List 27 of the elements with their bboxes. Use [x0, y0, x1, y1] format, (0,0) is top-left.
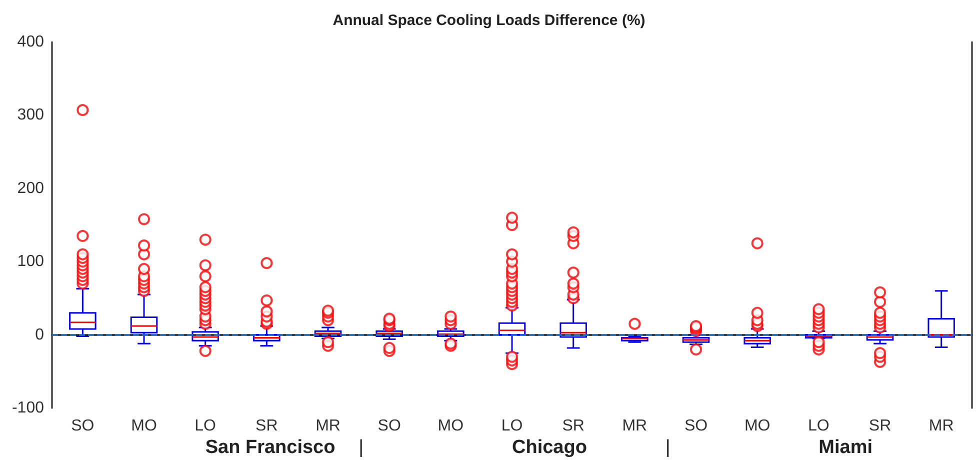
- x-tick-label: LO: [194, 418, 216, 434]
- x-tick-label: MO: [744, 418, 770, 434]
- x-tick-label: SR: [256, 418, 278, 434]
- x-tick-label: SO: [71, 418, 94, 434]
- y-tick-label: 0: [35, 326, 44, 344]
- text: |: [358, 437, 364, 458]
- y-tick-label: 200: [17, 180, 44, 197]
- y-tick-label: 400: [17, 34, 44, 50]
- x-tick-label: LO: [808, 418, 830, 434]
- x-tick-label: MR: [928, 418, 954, 434]
- x-tick-label: MR: [622, 418, 648, 434]
- x-tick-label: SO: [378, 418, 401, 434]
- x-tick-label: MO: [438, 418, 464, 434]
- y-tick-label: 100: [17, 253, 44, 270]
- y-tick-label: 300: [17, 106, 44, 124]
- x-tick-label: SO: [684, 418, 708, 434]
- x-tick-label: LO: [501, 418, 523, 434]
- text: Chicago: [512, 437, 587, 458]
- text: San Francisco: [205, 437, 336, 458]
- text: |: [665, 437, 670, 458]
- text: Miami: [818, 437, 873, 458]
- chart-title: Annual Space Cooling Loads Difference (%): [332, 12, 646, 29]
- x-tick-label: MO: [131, 418, 157, 434]
- x-tick-label: SR: [868, 418, 892, 434]
- x-tick-label: SR: [562, 418, 584, 434]
- y-tick-label: -100: [12, 400, 44, 416]
- x-tick-label: MR: [316, 418, 340, 434]
